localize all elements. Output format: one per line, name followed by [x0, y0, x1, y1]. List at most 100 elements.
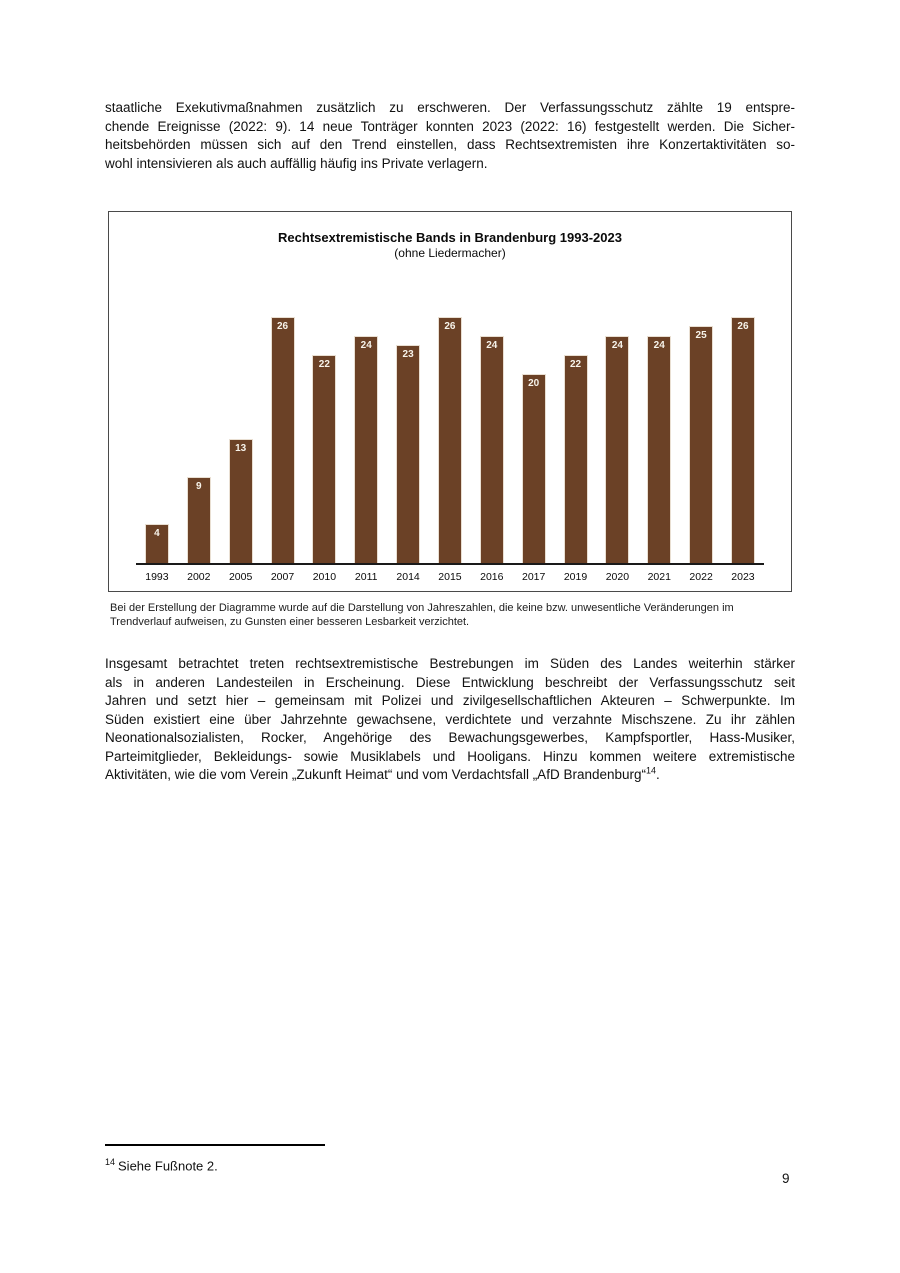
bar: 9	[186, 477, 211, 564]
bar: 24	[647, 336, 672, 564]
x-tick-label: 2021	[647, 571, 671, 583]
bar-area: 25	[689, 318, 714, 564]
x-tick-label: 2015	[438, 571, 462, 583]
text-line-content: .	[656, 767, 660, 782]
bar-value-label: 4	[154, 528, 160, 539]
bar-area: 24	[647, 318, 672, 564]
text-line-content: Jahren und setzt hier – gemeinsam mit Po…	[105, 693, 795, 708]
x-tick-label: 2002	[187, 571, 211, 583]
bar-value-label: 24	[486, 340, 498, 351]
text-line: Jahren und setzt hier – gemeinsam mit Po…	[105, 692, 795, 711]
text-line-content: als in anderen Landesteilen in Erscheinu…	[105, 674, 795, 690]
bar-column: 13 2005	[220, 318, 262, 583]
bar-value-label: 24	[611, 340, 623, 351]
bar-column: 24 2016	[471, 318, 513, 583]
bar-plot: 4 1993 9 2002 13 2005	[136, 317, 764, 583]
bar: 24	[605, 336, 630, 564]
bar-value-label: 26	[737, 321, 749, 332]
x-tick-label: 2023	[731, 571, 755, 583]
bar: 26	[437, 317, 462, 564]
bar: 13	[228, 439, 253, 564]
bar-column: 26 2015	[429, 317, 471, 583]
bar: 22	[312, 355, 337, 564]
bar-column: 22 2019	[555, 318, 597, 583]
text-line: als in anderen Landesteilen in Erscheinu…	[105, 674, 795, 693]
bar: 24	[479, 336, 504, 564]
x-tick-label: 2010	[312, 571, 337, 583]
bar-column: 20 2017	[513, 318, 555, 583]
chart-caption: Bei der Erstellung der Diagramme wurde a…	[110, 602, 794, 629]
bar-area: 24	[479, 318, 504, 564]
bar-area: 20	[521, 318, 546, 564]
bar-value-label: 9	[196, 481, 202, 492]
text-line: heitsbehörden müssen sich auf den Trend …	[105, 136, 795, 155]
text-line-content: wohl intensivieren als auch auffällig hä…	[105, 155, 488, 171]
bar-value-label: 26	[276, 321, 289, 332]
bar-column: 24 2011	[345, 318, 387, 583]
bar-value-label: 26	[444, 321, 456, 332]
x-tick-label: 2005	[228, 571, 253, 583]
paragraph-top: staatliche Exekutivmaßnahmen zusätzlich …	[105, 99, 795, 173]
bar-value-label: 25	[695, 330, 707, 341]
bar: 22	[563, 355, 588, 564]
bar-area: 22	[312, 318, 337, 564]
text-line-content: Aktivitäten, wie die vom Verein „Zukunft…	[105, 767, 646, 782]
paragraph-bottom: Insgesamt betrachtet treten rechtsextrem…	[105, 655, 795, 785]
page-number: 9	[782, 1171, 790, 1186]
bar-area: 24	[605, 318, 630, 564]
bar: 26	[730, 317, 755, 564]
x-tick-label: 2022	[689, 571, 713, 583]
bar: 26	[270, 317, 295, 564]
footnote-separator-rule	[105, 1144, 325, 1146]
x-axis-line	[136, 563, 764, 565]
footnote-reference: 14	[646, 765, 657, 776]
bar: 25	[689, 326, 714, 564]
bar-area: 9	[186, 318, 211, 564]
bar-area: 26	[437, 317, 462, 564]
x-tick-label: 2020	[605, 571, 630, 583]
text-line-content: Neonationalsozialisten, Rocker, Angehöri…	[105, 730, 795, 745]
x-tick-label: 1993	[145, 571, 169, 583]
bar-column: 23 2014	[387, 318, 429, 583]
bar: 24	[354, 336, 379, 564]
text-line: staatliche Exekutivmaßnahmen zusätzlich …	[105, 99, 795, 118]
bar-area: 23	[396, 318, 421, 564]
bar-area: 22	[563, 318, 588, 564]
bar-column: 4 1993	[136, 318, 178, 583]
x-tick-label: 2016	[480, 571, 504, 583]
bar-area: 4	[144, 318, 169, 564]
bar-area: 24	[354, 318, 379, 564]
text-line: wohl intensivieren als auch auffällig hä…	[105, 155, 795, 174]
x-tick-label: 2019	[563, 571, 588, 583]
bar: 20	[521, 374, 546, 564]
text-line: Insgesamt betrachtet treten rechtsextrem…	[105, 655, 795, 674]
footnote: 14 Siehe Fußnote 2.	[105, 1157, 705, 1173]
text-line-content: Süden existiert eine über Jahrzehnte gew…	[105, 711, 795, 727]
bar-area: 26	[730, 317, 755, 564]
bar-area: 26	[270, 317, 295, 564]
bar-area: 13	[228, 318, 253, 564]
text-line: chende Ereignisse (2022: 9). 14 neue Ton…	[105, 118, 795, 137]
footnote-text: Siehe Fußnote 2.	[118, 1158, 218, 1174]
text-line: Aktivitäten, wie die vom Verein „Zukunft…	[105, 766, 795, 785]
caption-line: Bei der Erstellung der Diagramme wurde a…	[110, 602, 734, 614]
bar-value-label: 22	[569, 359, 582, 370]
text-line-content: Insgesamt betrachtet treten rechtsextrem…	[105, 656, 795, 671]
x-tick-label: 2017	[521, 571, 546, 583]
text-line: Parteimitglieder, Bekleidungs- sowie Mus…	[105, 748, 795, 767]
bar-value-label: 13	[235, 443, 247, 454]
bar-column: 24 2021	[638, 318, 680, 583]
text-line: Süden existiert eine über Jahrzehnte gew…	[105, 711, 795, 730]
bar-value-label: 23	[402, 349, 414, 360]
bar-value-label: 24	[653, 340, 665, 351]
bar-column: 22 2010	[303, 318, 345, 583]
bar: 4	[144, 524, 169, 564]
bar-chart-frame: Rechtsextremistische Bands in Brandenbur…	[108, 211, 792, 592]
bar-column: 26 2023	[722, 317, 764, 583]
bar-value-label: 24	[360, 340, 372, 351]
caption-line: Trendverlauf aufweisen, zu Gunsten einer…	[110, 615, 470, 628]
bar-value-label: 22	[318, 359, 330, 370]
text-line-content: chende Ereignisse (2022: 9). 14 neue Ton…	[105, 118, 795, 134]
text-line-content: heitsbehörden müssen sich auf den Trend …	[105, 137, 795, 152]
